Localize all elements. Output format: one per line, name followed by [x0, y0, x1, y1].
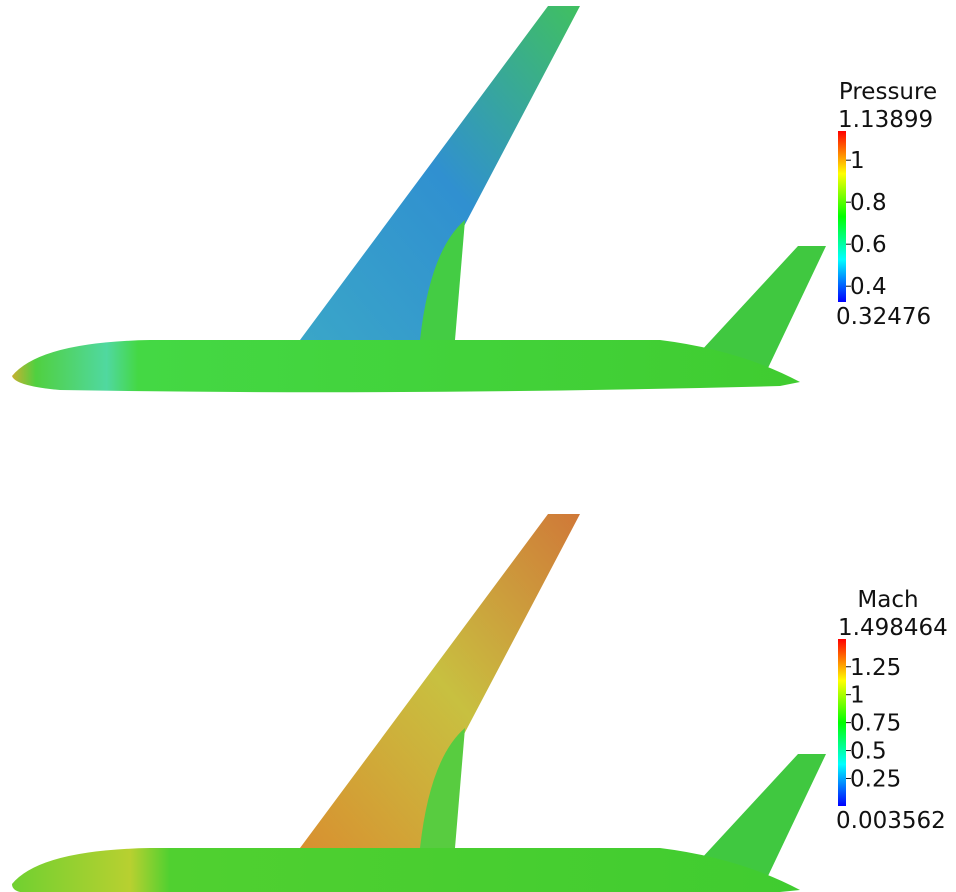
tick-label: 1.25	[850, 655, 901, 681]
tick-label: 0.5	[850, 739, 887, 765]
tick-label: 0.75	[850, 711, 901, 737]
visualization: Pressure1.13899 0.32476 1 0.8 0.6 0.4 Mach1.49…	[0, 0, 956, 892]
legend-min: 0.32476	[836, 304, 931, 330]
tick-label: 0.4	[850, 274, 887, 300]
legend-max: 1.498464	[838, 615, 948, 641]
tick-label: 0.6	[850, 232, 887, 258]
tick-label: 1	[850, 683, 865, 709]
color-bar	[838, 131, 846, 302]
legend-title: Pressure	[839, 79, 937, 105]
aircraft-mach	[12, 514, 826, 892]
tick-label: 0.8	[850, 190, 887, 216]
aircraft-pressure	[12, 6, 826, 392]
tick-label: 1	[850, 148, 865, 174]
legend-title: Mach	[857, 587, 918, 613]
tick-label: 0.25	[850, 766, 901, 792]
color-bar	[838, 639, 846, 806]
legend-max: 1.13899	[838, 107, 933, 133]
legend-min: 0.003562	[836, 808, 946, 834]
